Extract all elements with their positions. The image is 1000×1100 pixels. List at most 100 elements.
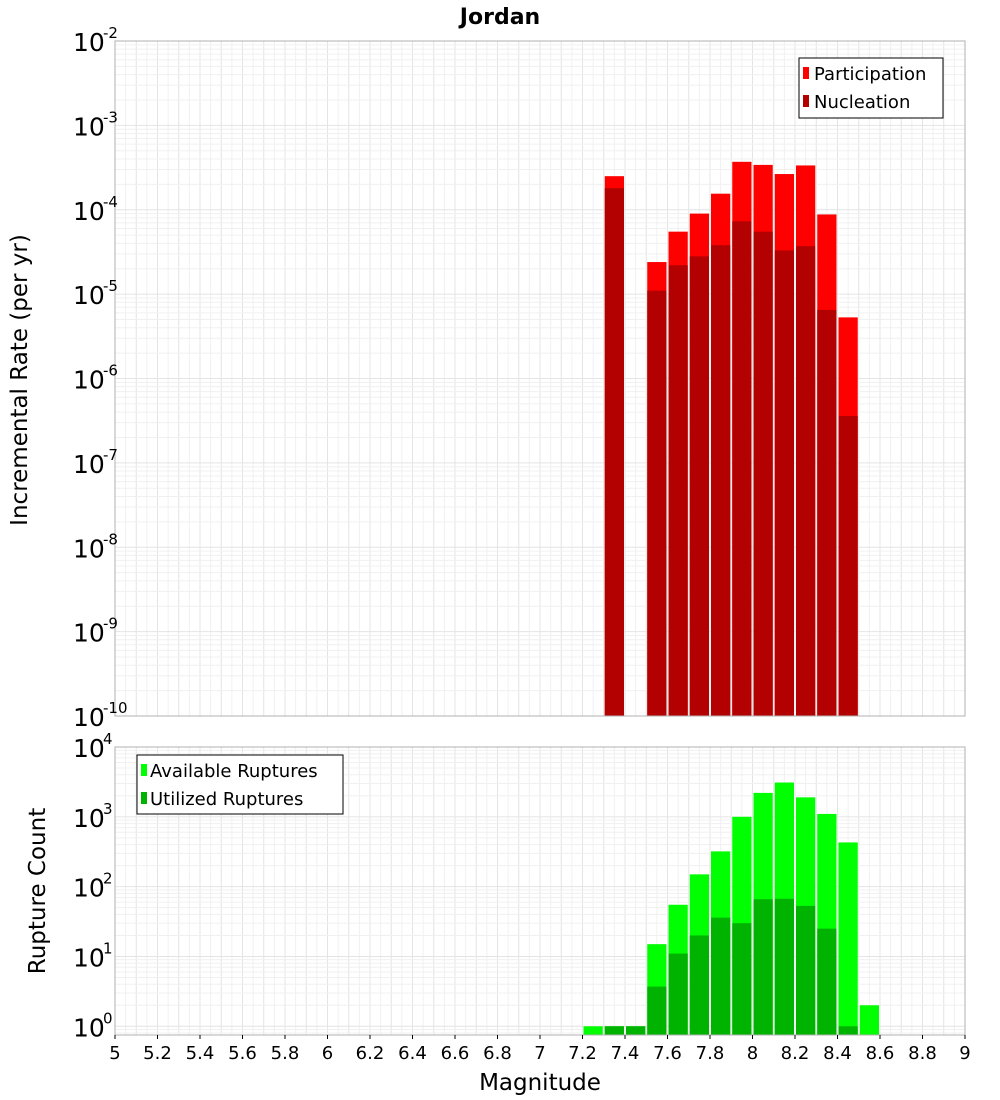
rate-panel: Jordan 10-210-310-410-510-610-710-810-91… xyxy=(7,5,966,732)
rate-y-ticks: 10-210-310-410-510-610-710-810-910-10 xyxy=(73,24,128,732)
rate-y-tick-base: 10 xyxy=(73,534,105,563)
count-bar-available-ruptures xyxy=(859,1005,879,1035)
rate-legend: Participation Nucleation xyxy=(798,57,944,119)
x-tick-label: 8.6 xyxy=(866,1043,895,1064)
count-bar-available-ruptures xyxy=(583,1026,603,1035)
rate-y-tick-base: 10 xyxy=(73,28,105,57)
count-bar-utilized-ruptures xyxy=(647,986,667,1035)
count-bar-utilized-ruptures xyxy=(604,1026,624,1035)
count-bar-utilized-ruptures xyxy=(626,1026,646,1035)
x-tick-label: 6.8 xyxy=(483,1043,512,1064)
count-y-tick-label: 100 xyxy=(73,1009,113,1042)
participation-legend-label: Participation xyxy=(814,64,926,85)
rate-bar-nucleation xyxy=(796,246,816,716)
x-tick-label: 7 xyxy=(534,1043,545,1064)
rate-y-tick-exponent: -6 xyxy=(103,362,118,380)
chart-title: Jordan xyxy=(458,5,540,30)
count-y-tick-exponent: 0 xyxy=(103,1009,113,1027)
rate-bar-nucleation xyxy=(647,290,667,716)
rate-bar-nucleation xyxy=(668,265,688,716)
rate-legend-box xyxy=(798,57,944,119)
count-y-tick-exponent: 3 xyxy=(103,800,113,818)
count-legend-box xyxy=(136,754,344,815)
x-tick-label: 7.6 xyxy=(653,1043,682,1064)
x-tick-label: 5.4 xyxy=(186,1043,215,1064)
x-tick-label: 6 xyxy=(322,1043,333,1064)
count-y-axis-label: Rupture Count xyxy=(25,808,51,974)
rate-y-tick-label: 10-8 xyxy=(73,530,118,563)
count-y-tick-exponent: 1 xyxy=(103,939,113,957)
rate-y-tick-base: 10 xyxy=(73,619,105,648)
rate-y-tick-base: 10 xyxy=(73,112,105,141)
x-tick-label: 6.4 xyxy=(398,1043,427,1064)
x-tick-label: 7.8 xyxy=(696,1043,725,1064)
x-ticks: 5 5.2 5.4 5.6 5.8 6 6.2 6.4 6.6 6.8 7 7.2 7.4 7.6 7.8 8… xyxy=(109,1035,971,1064)
count-bar-utilized-ruptures xyxy=(711,917,731,1035)
count-y-tick-base: 10 xyxy=(73,734,105,763)
participation-swatch xyxy=(803,67,809,79)
nucleation-legend-label: Nucleation xyxy=(814,92,910,113)
rate-bar-nucleation xyxy=(838,415,858,716)
count-y-tick-exponent: 2 xyxy=(103,870,113,888)
rate-y-tick-base: 10 xyxy=(73,703,105,732)
rate-bar-nucleation xyxy=(689,256,709,716)
utilized-swatch xyxy=(141,792,147,804)
rate-y-axis-label: Incremental Rate (per yr) xyxy=(7,234,33,526)
rate-bar-nucleation xyxy=(732,221,752,716)
rate-y-tick-exponent: -10 xyxy=(103,699,128,717)
x-tick-label: 7.4 xyxy=(611,1043,640,1064)
count-y-tick-exponent: 4 xyxy=(103,730,113,748)
rate-bar-nucleation xyxy=(753,231,773,716)
x-axis-label: Magnitude xyxy=(479,1070,601,1096)
rate-y-tick-exponent: -8 xyxy=(103,530,118,548)
count-bar-utilized-ruptures xyxy=(796,905,816,1035)
x-tick-label: 6.2 xyxy=(356,1043,385,1064)
count-y-tick-base: 10 xyxy=(73,943,105,972)
count-bar-utilized-ruptures xyxy=(774,898,794,1035)
rate-y-tick-label: 10-4 xyxy=(73,193,118,226)
rate-grid xyxy=(114,40,966,717)
rate-y-tick-label: 10-3 xyxy=(73,108,118,141)
count-bar-available-ruptures xyxy=(838,842,858,1035)
x-tick-label: 6.6 xyxy=(441,1043,470,1064)
x-tick-label: 8.2 xyxy=(781,1043,810,1064)
x-tick-label: 7.2 xyxy=(568,1043,597,1064)
x-tick-label: 8.8 xyxy=(908,1043,937,1064)
count-bar-utilized-ruptures xyxy=(817,928,837,1035)
count-y-tick-label: 104 xyxy=(73,730,113,763)
count-bar-utilized-ruptures xyxy=(668,953,688,1035)
nucleation-swatch xyxy=(803,95,809,107)
x-tick-label: 5.6 xyxy=(228,1043,257,1064)
count-bar-utilized-ruptures xyxy=(689,935,709,1035)
x-tick-label: 9 xyxy=(959,1043,970,1064)
count-y-tick-base: 10 xyxy=(73,804,105,833)
rate-y-tick-label: 10-6 xyxy=(73,362,118,395)
rate-y-tick-label: 10-2 xyxy=(73,24,118,57)
x-tick-label: 5.8 xyxy=(271,1043,300,1064)
rate-y-tick-base: 10 xyxy=(73,197,105,226)
rate-y-tick-exponent: -7 xyxy=(103,446,118,464)
rate-plot-frame xyxy=(114,40,966,717)
rate-y-tick-label: 10-9 xyxy=(73,615,118,648)
x-tick-label: 5 xyxy=(109,1043,120,1064)
count-y-tick-base: 10 xyxy=(73,1013,105,1042)
count-bars xyxy=(583,782,879,1035)
rate-y-tick-exponent: -2 xyxy=(103,24,118,42)
rate-y-tick-label: 10-7 xyxy=(73,446,118,479)
rate-y-tick-exponent: -5 xyxy=(103,277,118,295)
rate-y-tick-base: 10 xyxy=(73,450,105,479)
count-y-tick-label: 103 xyxy=(73,800,113,833)
x-tick-label: 5.2 xyxy=(143,1043,172,1064)
rate-y-tick-label: 10-10 xyxy=(73,699,128,732)
available-legend-label: Available Ruptures xyxy=(150,761,318,782)
rate-bar-nucleation xyxy=(604,188,624,717)
rate-bar-nucleation xyxy=(711,245,731,717)
rate-bar-nucleation xyxy=(817,309,837,716)
count-bar-utilized-ruptures xyxy=(838,1026,858,1035)
rate-y-tick-base: 10 xyxy=(73,281,105,310)
count-bar-utilized-ruptures xyxy=(732,923,752,1035)
rate-y-tick-exponent: -9 xyxy=(103,615,118,633)
